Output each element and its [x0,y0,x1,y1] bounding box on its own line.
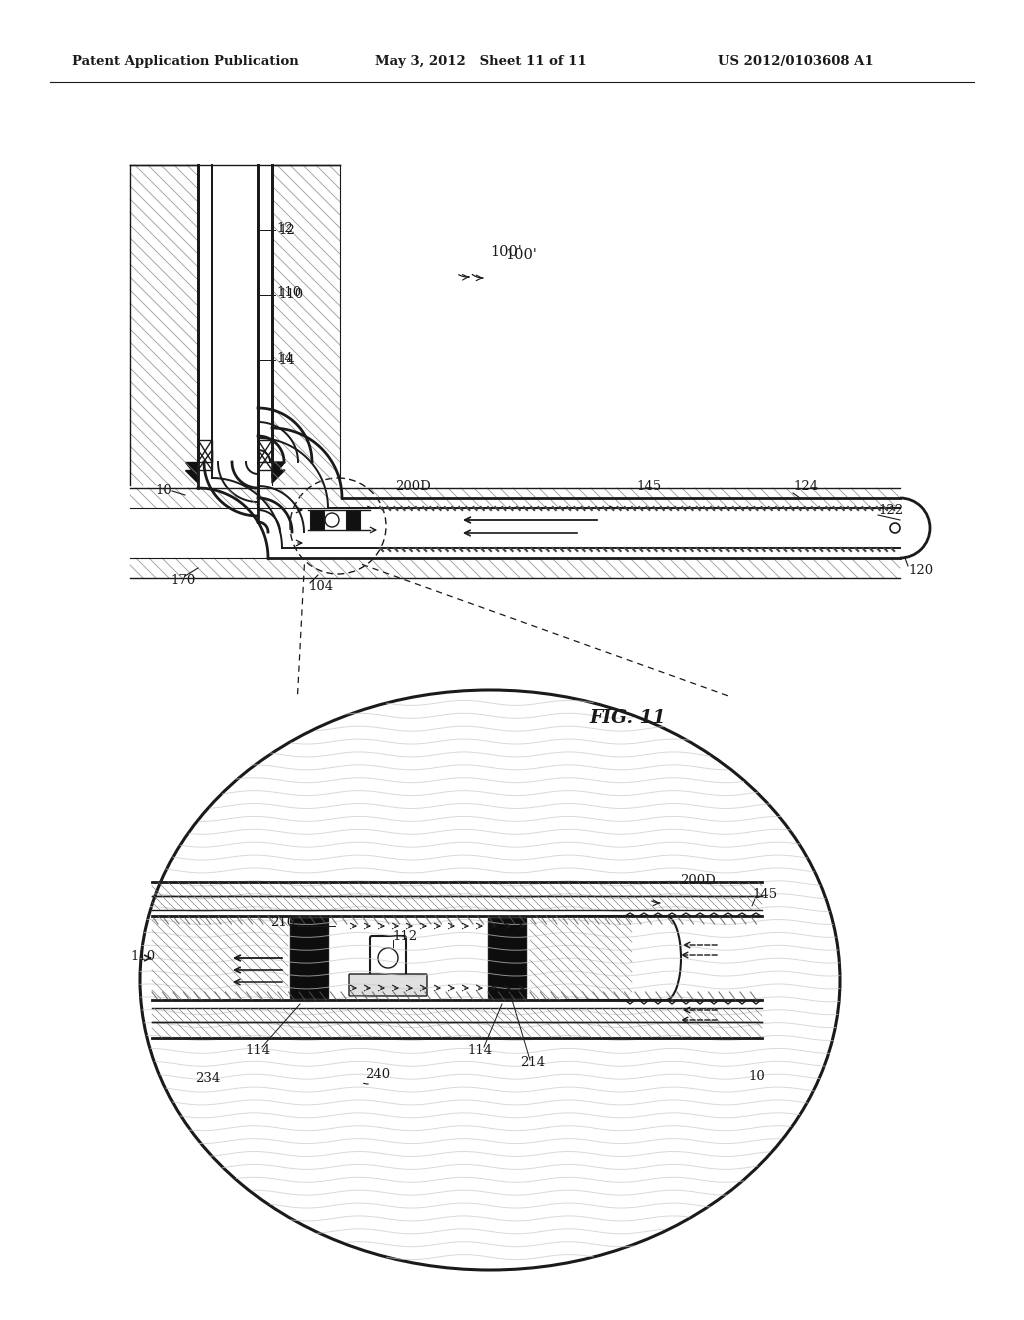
Text: US 2012/0103608 A1: US 2012/0103608 A1 [718,55,873,69]
Text: 200D: 200D [395,480,431,494]
Circle shape [325,513,339,527]
Polygon shape [185,462,198,478]
Text: 200D: 200D [680,874,716,887]
Text: 100': 100' [490,246,522,259]
Text: 112: 112 [392,929,417,942]
Text: 114: 114 [467,1044,493,1056]
Polygon shape [185,470,198,483]
FancyBboxPatch shape [370,936,406,979]
Bar [488,917,526,998]
Bar [258,440,272,462]
Text: 100': 100' [505,248,537,261]
Text: 110: 110 [130,949,155,962]
Text: 110: 110 [276,286,301,300]
Bar [346,510,360,531]
Text: 114: 114 [245,1044,270,1056]
Bar [258,450,272,470]
Bar [310,510,324,531]
Text: 10: 10 [155,483,172,496]
Text: 124: 124 [793,480,818,494]
Polygon shape [272,470,285,483]
FancyBboxPatch shape [349,974,427,997]
Text: 214: 214 [520,1056,545,1069]
Text: 12: 12 [278,223,295,236]
Text: 110: 110 [278,289,303,301]
Bar [198,440,212,462]
Text: 170: 170 [170,573,196,586]
Text: 145: 145 [636,480,662,494]
Text: Patent Application Publication: Patent Application Publication [72,55,299,69]
Polygon shape [272,462,285,478]
Text: 122: 122 [878,503,903,516]
Text: 120: 120 [908,564,933,577]
Text: 104: 104 [308,581,333,594]
Circle shape [890,523,900,533]
Bar [290,917,328,998]
Text: 12: 12 [276,222,293,235]
Text: 145: 145 [752,888,777,902]
Text: 240: 240 [365,1068,390,1081]
Text: 210: 210 [270,916,295,929]
Text: May 3, 2012   Sheet 11 of 11: May 3, 2012 Sheet 11 of 11 [375,55,587,69]
Text: 234: 234 [195,1072,220,1085]
Text: 14: 14 [276,351,293,364]
Text: FIG. 11: FIG. 11 [590,709,667,727]
Text: 14: 14 [278,354,295,367]
Bar [198,450,212,470]
Text: 10: 10 [748,1069,765,1082]
